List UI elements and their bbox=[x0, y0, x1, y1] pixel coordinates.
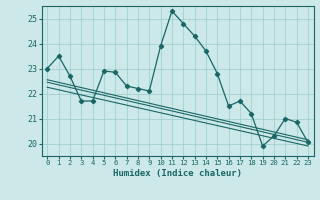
X-axis label: Humidex (Indice chaleur): Humidex (Indice chaleur) bbox=[113, 169, 242, 178]
